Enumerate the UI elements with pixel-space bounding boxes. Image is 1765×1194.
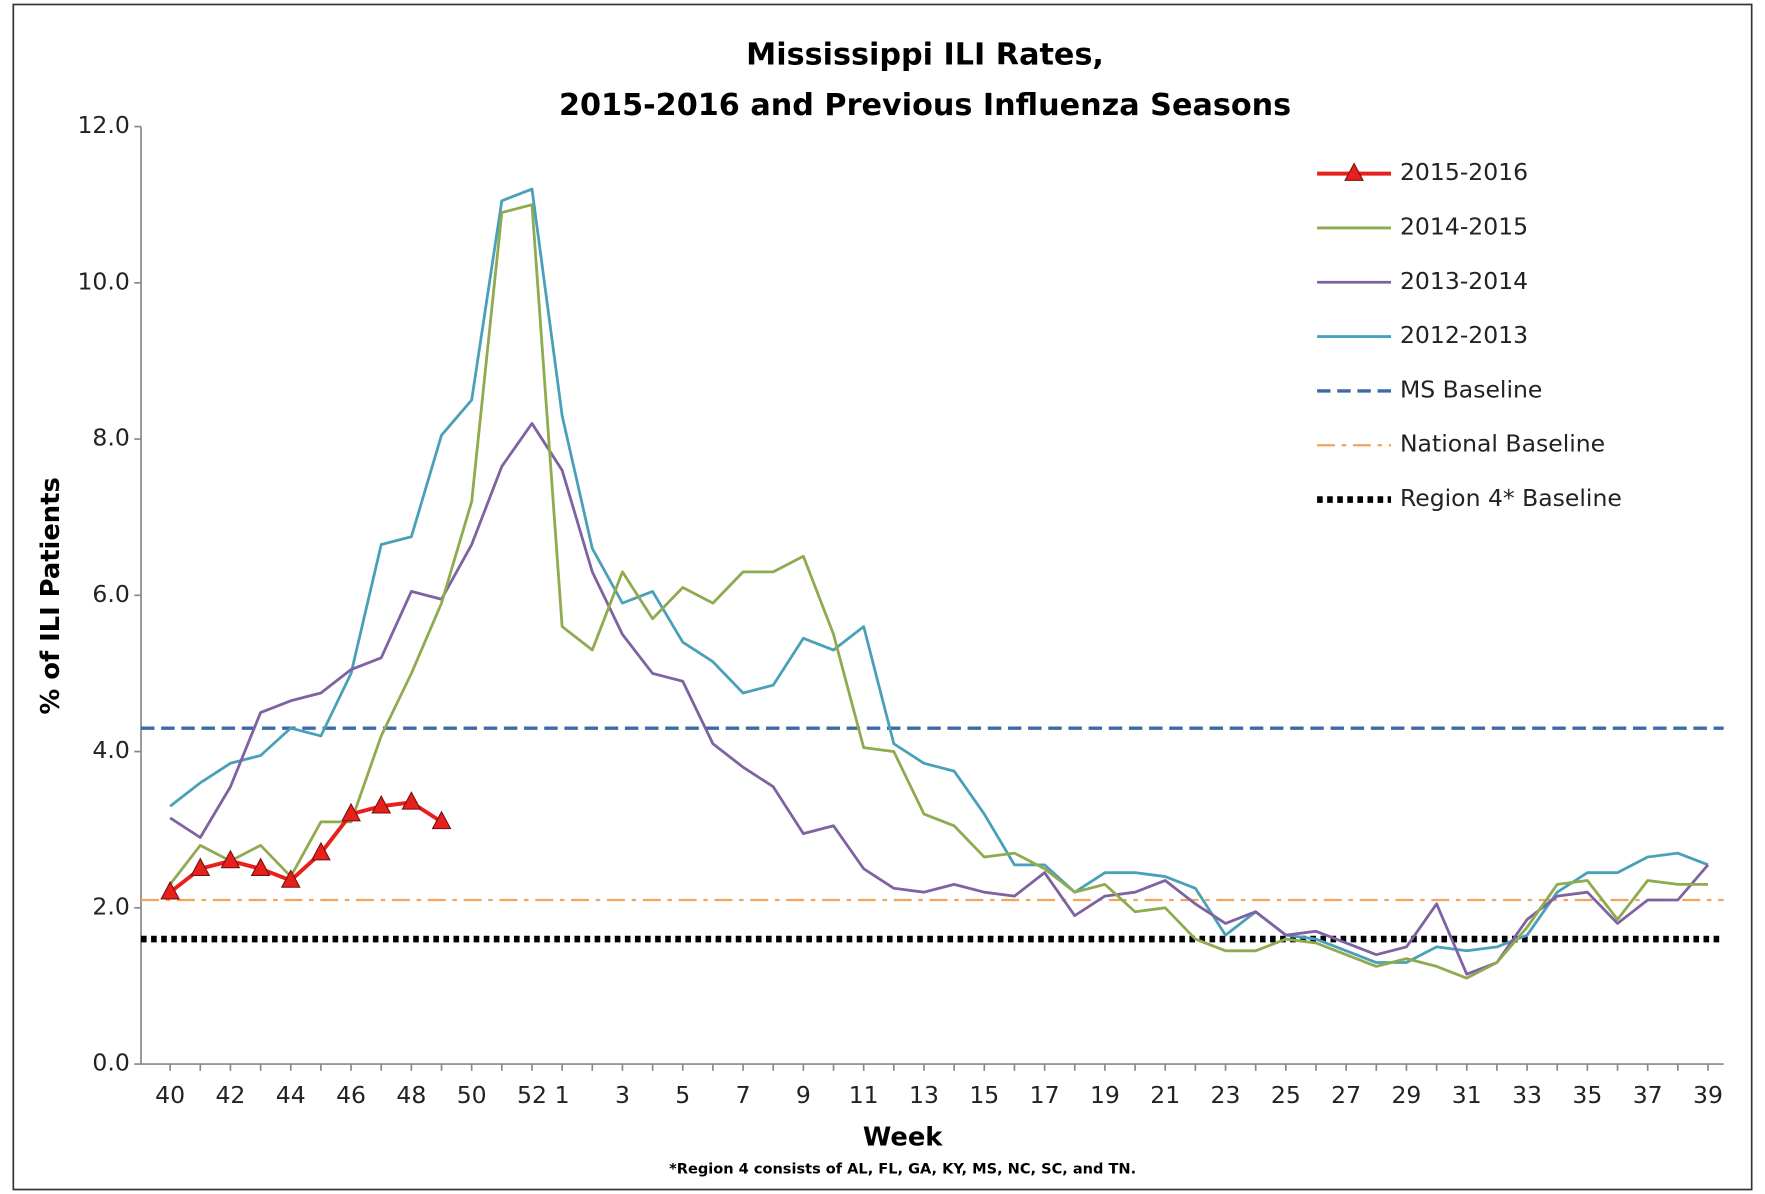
- series-marker: [311, 841, 331, 861]
- legend-label: National Baseline: [1400, 430, 1605, 458]
- series-marker: [280, 869, 301, 888]
- x-tick-label: 1: [555, 1081, 570, 1109]
- y-tick-label: 10.0: [77, 267, 129, 295]
- x-tick-label: 40: [155, 1081, 185, 1109]
- legend-label: 2012-2013: [1400, 321, 1528, 349]
- x-axis-title: Week: [863, 1122, 943, 1152]
- x-tick-label: 42: [215, 1081, 245, 1109]
- x-tick-label: 7: [736, 1081, 751, 1109]
- x-tick-label: 21: [1150, 1081, 1180, 1109]
- y-tick-label: 2.0: [92, 892, 129, 920]
- chart-title: 2015-2016 and Previous Influenza Seasons: [559, 88, 1291, 123]
- y-axis-title: % of ILI Patients: [36, 477, 66, 714]
- x-tick-label: 52: [517, 1081, 547, 1109]
- frame: [12, 3, 1753, 1191]
- x-tick-label: 11: [849, 1081, 879, 1109]
- x-tick-label: 46: [336, 1081, 366, 1109]
- legend-label: 2015-2016: [1400, 158, 1528, 186]
- x-tick-label: 23: [1211, 1081, 1241, 1109]
- series-marker: [431, 810, 452, 830]
- x-tick-label: 17: [1030, 1081, 1060, 1109]
- y-tick-label: 6.0: [92, 580, 129, 608]
- legend-label: MS Baseline: [1400, 375, 1542, 403]
- series-marker: [190, 857, 211, 877]
- x-tick-label: 27: [1331, 1081, 1361, 1109]
- series-marker: [341, 802, 361, 822]
- x-tick-label: 25: [1271, 1081, 1301, 1109]
- series-line: [169, 187, 1709, 964]
- x-tick-label: 19: [1090, 1081, 1120, 1109]
- x-tick-label: 5: [675, 1081, 690, 1109]
- series-marker: [220, 849, 241, 869]
- series-marker: [371, 794, 392, 814]
- x-tick-label: 37: [1633, 1081, 1663, 1109]
- x-tick-label: 29: [1391, 1081, 1421, 1109]
- x-tick-label: 50: [457, 1081, 487, 1109]
- y-tick-label: 12.0: [77, 111, 129, 139]
- series-marker: [160, 880, 181, 900]
- legend-label: 2013-2014: [1400, 267, 1528, 295]
- series-line: [169, 203, 1708, 980]
- x-tick-label: 9: [796, 1081, 811, 1109]
- x-tick-label: 31: [1452, 1081, 1482, 1109]
- series-line: [168, 800, 443, 894]
- legend-label: 2014-2015: [1400, 212, 1528, 240]
- x-tick-label: 48: [396, 1081, 426, 1109]
- series-line: [169, 422, 1710, 976]
- x-tick-label: 33: [1512, 1081, 1542, 1109]
- x-tick-label: 35: [1572, 1081, 1602, 1109]
- y-tick-label: 0.0: [92, 1049, 129, 1077]
- legend-label: Region 4* Baseline: [1400, 484, 1622, 512]
- x-tick-label: 39: [1693, 1081, 1723, 1109]
- y-tick-label: 4.0: [92, 736, 129, 764]
- legend-marker: [1344, 162, 1364, 181]
- y-tick-label: 8.0: [92, 424, 129, 452]
- x-tick-label: 44: [276, 1081, 306, 1109]
- series-marker: [250, 857, 271, 877]
- footnote: *Region 4 consists of AL, FL, GA, KY, MS…: [669, 1160, 1136, 1177]
- series-marker: [401, 791, 422, 810]
- x-tick-label: 3: [615, 1081, 630, 1109]
- x-tick-label: 13: [909, 1081, 939, 1109]
- chart-title: Mississippi ILI Rates,: [746, 38, 1104, 73]
- x-tick-label: 15: [969, 1081, 999, 1109]
